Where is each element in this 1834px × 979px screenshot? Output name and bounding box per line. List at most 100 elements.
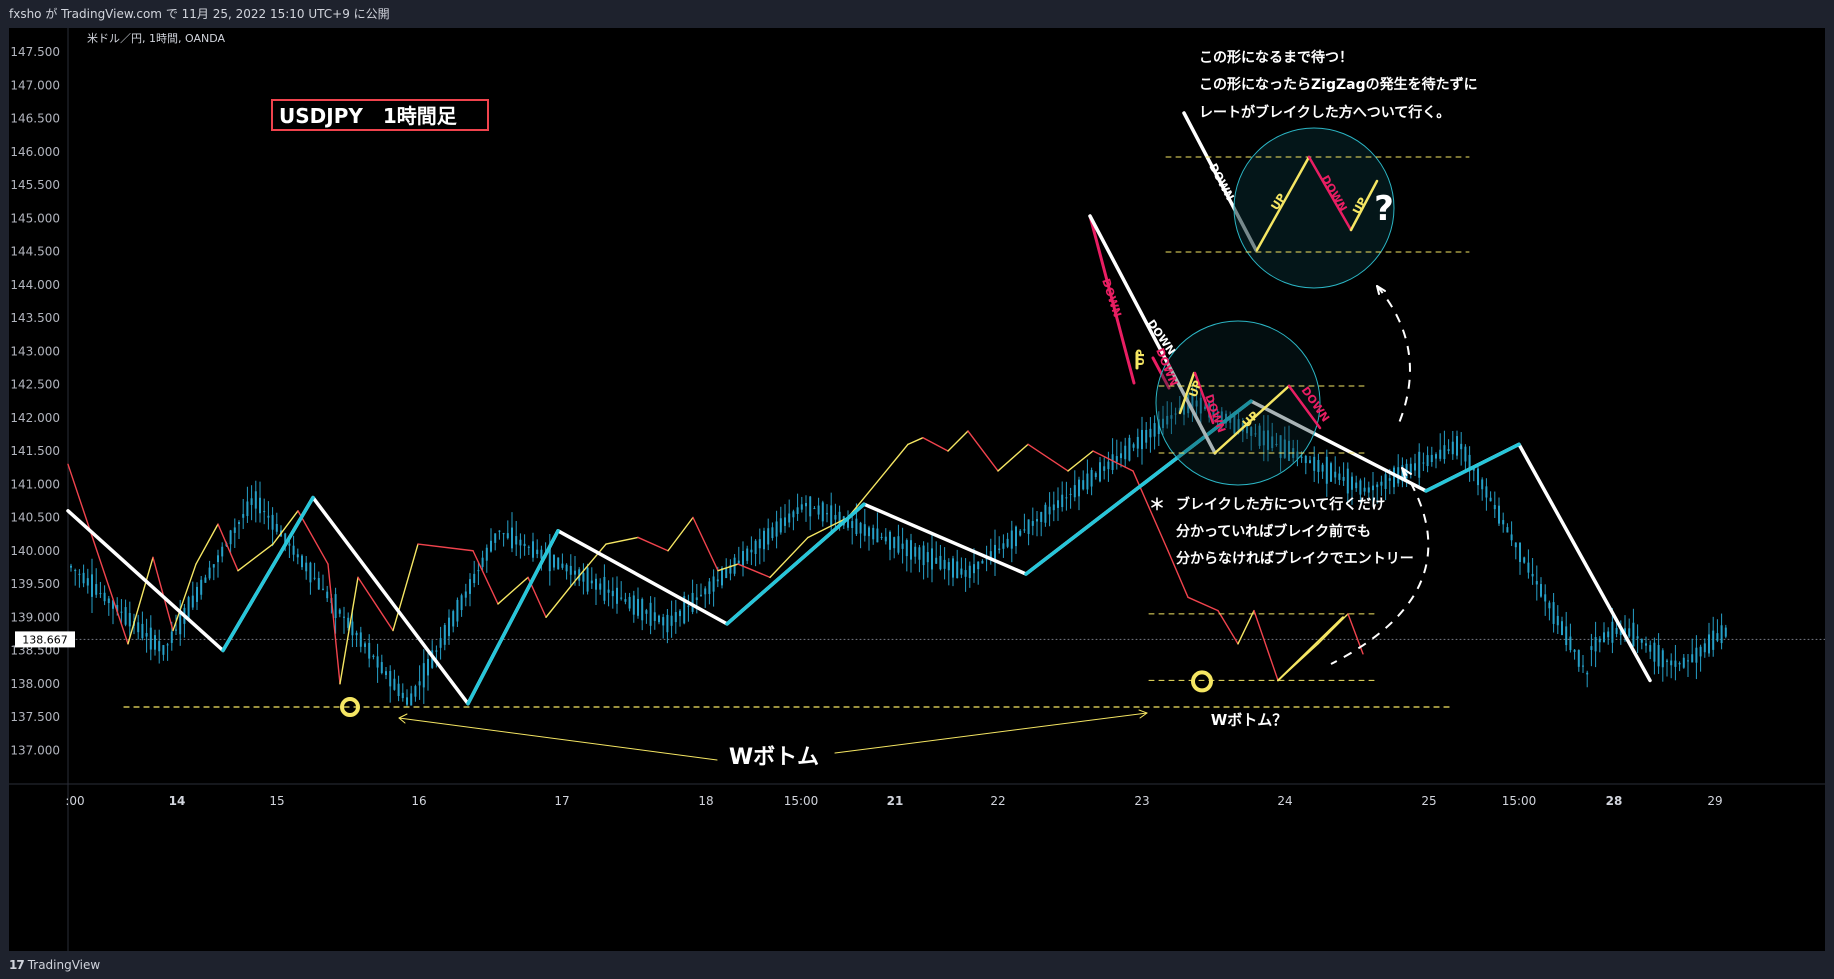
- candle-body: [788, 513, 791, 523]
- yellow-zigzag-segment: [1277, 616, 1344, 682]
- y-tick-label: 137.000: [10, 743, 60, 757]
- candle-body: [326, 591, 329, 599]
- candle-body: [536, 549, 539, 555]
- candle-body: [700, 594, 702, 596]
- candle-body: [1636, 636, 1639, 639]
- candle-body: [263, 511, 266, 513]
- yellow-zigzag-segment: [847, 443, 909, 519]
- candle-body: [1346, 468, 1349, 494]
- candle-body: [145, 633, 148, 637]
- candle-body: [70, 565, 72, 568]
- candle-body: [1065, 497, 1068, 499]
- candle-body: [872, 527, 875, 540]
- w-bottom-circle: [340, 697, 360, 718]
- candle-body: [603, 576, 606, 601]
- candle-body: [1078, 479, 1080, 497]
- candle-body: [687, 605, 690, 607]
- arrow-head: [398, 713, 408, 719]
- candle-body: [914, 546, 917, 557]
- down-label: DOWN: [1206, 161, 1236, 202]
- red-zigzag-segment: [1027, 443, 1069, 472]
- candle-body: [943, 559, 946, 569]
- candle-body: [918, 547, 921, 560]
- candle-body: [1493, 505, 1496, 510]
- y-tick-label: 143.500: [10, 311, 60, 325]
- candle-body: [876, 528, 879, 543]
- candle-body: [460, 595, 463, 611]
- candle-body: [1439, 449, 1442, 459]
- pattern-circle: [1155, 320, 1321, 486]
- candle-body: [527, 546, 530, 548]
- candle-body: [1023, 529, 1026, 531]
- candle-body: [1598, 638, 1601, 643]
- candle-body: [1317, 459, 1320, 472]
- candle-body: [1477, 468, 1479, 486]
- note-mid-line2: 分かっていればブレイク前でも: [1176, 523, 1371, 540]
- note-mid-line1: ブレイクした方について行くだけ: [1176, 496, 1385, 513]
- red-zigzag-segment: [297, 510, 329, 565]
- tradingview-logo[interactable]: 17 TradingView: [9, 958, 100, 972]
- candle-body: [1708, 634, 1710, 654]
- candle-body: [1661, 650, 1664, 668]
- candle-body: [208, 567, 211, 579]
- candle-body: [1313, 456, 1316, 471]
- candle-body: [410, 693, 413, 706]
- candle-body: [637, 598, 639, 616]
- candle-body: [704, 588, 707, 595]
- red-zigzag-segment: [1092, 450, 1134, 472]
- candle-body: [1052, 504, 1055, 511]
- candle-body: [494, 533, 497, 543]
- note-star: ＊: [1149, 495, 1165, 514]
- candle-body: [1019, 530, 1022, 536]
- arrow-head: [1401, 467, 1406, 479]
- candle-body: [473, 573, 476, 583]
- candle-body: [502, 533, 505, 535]
- candle-body: [1342, 476, 1345, 481]
- candle-body: [82, 572, 85, 584]
- yellow-zigzag-segment: [907, 437, 924, 446]
- candle-body: [1468, 454, 1471, 469]
- candle-body: [1115, 456, 1118, 462]
- candle-body: [1607, 631, 1610, 638]
- candle-body: [1531, 573, 1534, 577]
- red-zigzag-segment: [967, 430, 999, 472]
- y-tick-label: 138.000: [10, 677, 60, 691]
- x-tick-label: 23: [1134, 794, 1149, 808]
- candle-body: [1703, 643, 1706, 653]
- y-tick-label: 137.500: [10, 710, 60, 724]
- cyan-zigzag-segment: [725, 502, 866, 626]
- candle-body: [1351, 476, 1353, 490]
- candle-body: [490, 540, 492, 552]
- x-tick-label: 15:00: [784, 794, 819, 808]
- candle-body: [750, 549, 753, 553]
- candle-body: [905, 540, 908, 557]
- arrow-head: [1401, 467, 1412, 475]
- candle-body: [212, 564, 215, 568]
- candle-body: [452, 611, 455, 627]
- candle-body: [254, 491, 257, 509]
- y-tick-label: 142.500: [10, 378, 60, 392]
- candle-body: [737, 560, 740, 564]
- candle-body: [401, 692, 404, 699]
- candle-body: [796, 507, 799, 515]
- red-zigzag-segment: [637, 536, 669, 552]
- chart-svg[interactable]: 147.500 147.000 146.500 146.000 145.500 145.0…: [9, 28, 1825, 951]
- y-tick-label: 140.500: [10, 511, 60, 525]
- candle-body: [162, 645, 165, 655]
- candle-body: [834, 515, 837, 520]
- candle-body: [1628, 628, 1631, 637]
- candle-body: [414, 686, 417, 697]
- candle-body: [557, 557, 560, 570]
- candle-body: [1443, 445, 1446, 460]
- chart-area[interactable]: 147.500 147.000 146.500 146.000 145.500 145.0…: [9, 28, 1825, 951]
- candle-body: [1103, 466, 1106, 471]
- candle-body: [641, 599, 644, 621]
- yellow-zigzag-segment: [127, 556, 154, 645]
- candle-body: [187, 597, 190, 621]
- candle-body: [1002, 543, 1005, 549]
- candle-body: [1275, 443, 1278, 445]
- x-tick-label: 15:00: [1502, 794, 1537, 808]
- candle-body: [469, 579, 471, 594]
- candle-body: [616, 587, 618, 604]
- arrow-head: [1376, 285, 1386, 292]
